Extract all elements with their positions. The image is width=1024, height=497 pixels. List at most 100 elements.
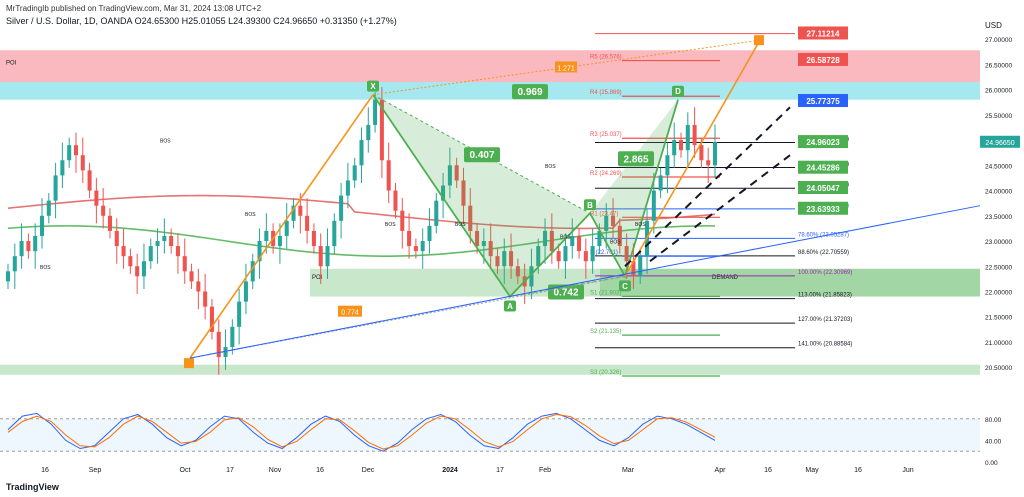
orange-leg	[624, 39, 761, 277]
price-tag-box	[798, 201, 848, 215]
candle-body	[420, 241, 425, 252]
zone-band	[0, 82, 980, 100]
candle-body	[597, 230, 602, 247]
trendline	[189, 205, 981, 359]
price-tag-box	[798, 52, 848, 66]
pattern-point-box	[367, 80, 379, 92]
candle-body	[26, 241, 31, 252]
y-axis-tick: 22.00000	[985, 289, 1012, 296]
oscillator-band	[0, 418, 980, 452]
bos-annotation: BOS	[40, 265, 51, 271]
ma-red	[7, 194, 716, 230]
harmonic-xb	[372, 94, 591, 214]
candle-body	[305, 215, 310, 231]
candle-body	[209, 306, 214, 332]
symbol-ohlc-line: Silver / U.S. Dollar, 1D, OANDA O24.6530…	[6, 16, 397, 26]
y-axis-tick: 21.50000	[985, 315, 1012, 322]
symbol-name[interactable]: Silver / U.S. Dollar, 1D, OANDA	[6, 16, 133, 26]
bos-annotation: BOS	[560, 234, 571, 240]
candle-body	[162, 235, 167, 242]
price-tag-label: 26.58728	[806, 56, 840, 65]
candle-body	[250, 261, 255, 282]
candle-body	[481, 241, 486, 247]
tradingview-logo[interactable]: TradingView	[6, 482, 59, 492]
price-tag-box	[798, 26, 848, 40]
candle-body	[631, 261, 636, 277]
price-tag-label: 27.11214	[807, 29, 840, 38]
candle-body	[230, 326, 235, 348]
fib-level-label: P (22.701)	[590, 250, 618, 256]
candle-body	[434, 200, 439, 226]
zone-band	[0, 364, 980, 375]
x-axis-label: Nov	[269, 467, 282, 474]
fib-level-label: 113.00% (21.85823)	[798, 293, 852, 299]
candle-body	[712, 142, 718, 166]
y-axis-tick: 22.50000	[985, 264, 1012, 271]
candle-body	[332, 220, 337, 247]
candle-body	[447, 165, 452, 186]
candle-body	[638, 256, 643, 277]
candle-body	[121, 246, 126, 257]
pattern-point-label: D	[675, 87, 681, 96]
bos-annotation: BOS	[160, 139, 171, 145]
candle-body	[298, 205, 303, 216]
osc-y-tick: 0.00	[985, 460, 998, 467]
fib-level-label: R2 (24.269)	[590, 171, 622, 177]
y-axis-tick: 20.50000	[985, 365, 1012, 372]
candle-body	[196, 281, 201, 292]
x-axis-label: Sep	[89, 467, 102, 474]
price-tag-box	[798, 94, 848, 108]
candle-body	[495, 256, 500, 267]
candle-body	[12, 256, 17, 272]
bos-annotation: BOS	[385, 222, 396, 228]
candle-body	[325, 246, 330, 267]
candle-body	[386, 160, 391, 191]
price-tag-label: 23.63933	[806, 205, 840, 214]
candle-body	[223, 347, 228, 358]
y-axis-tick: 26.50000	[985, 62, 1012, 69]
price-tag-label: 25.77375	[806, 97, 840, 106]
ohlc-values: O24.65300 H25.01055 L24.39300 C24.96650 …	[134, 16, 397, 26]
candle-body	[175, 246, 180, 257]
candle-body	[672, 140, 677, 156]
candle-body	[60, 160, 65, 176]
candle-body	[182, 256, 187, 272]
candle-body	[373, 99, 378, 125]
orange-ratio-label: 0.774	[341, 310, 359, 317]
candle-body	[651, 190, 656, 221]
orange-ratio-label: 1.271	[557, 65, 575, 72]
candle-body	[699, 145, 704, 161]
candle-body	[536, 246, 541, 267]
candle-body	[19, 241, 24, 257]
pattern-point-label: A	[507, 302, 513, 311]
fib-level-label: R4 (25.869)	[590, 90, 622, 96]
x-axis-label: 17	[496, 467, 504, 474]
osc-y-tick: 40.00	[985, 438, 1002, 445]
pattern-ratio-box	[618, 151, 654, 167]
price-tag-box	[798, 135, 848, 149]
x-axis-label: 17	[226, 467, 234, 474]
candle-body	[264, 230, 269, 242]
fib-level-label: R3 (25.037)	[590, 132, 622, 138]
fib-level-label: 78.60% (23.05287)	[798, 232, 849, 238]
candle-body	[33, 235, 38, 252]
dashed-channel	[649, 154, 791, 263]
candle-body	[427, 225, 432, 242]
y-axis-tick: 23.00000	[985, 239, 1012, 246]
candle-body	[80, 155, 85, 171]
candle-body	[407, 230, 412, 247]
candle-body	[509, 251, 514, 267]
last-price-label: 24.96650	[985, 140, 1014, 147]
price-tag-box	[798, 160, 848, 174]
candle-body	[400, 210, 405, 231]
bos-annotation: BOS	[635, 222, 646, 228]
x-axis-label: 16	[854, 467, 862, 474]
y-axis-tick: 23.50000	[985, 214, 1012, 221]
pattern-ratio-box	[548, 284, 584, 300]
candle-body	[237, 301, 242, 327]
candle-body	[277, 235, 282, 247]
x-axis-label: Dec	[362, 467, 375, 474]
x-axis-label: Feb	[539, 467, 551, 474]
pattern-point-box	[619, 280, 631, 292]
